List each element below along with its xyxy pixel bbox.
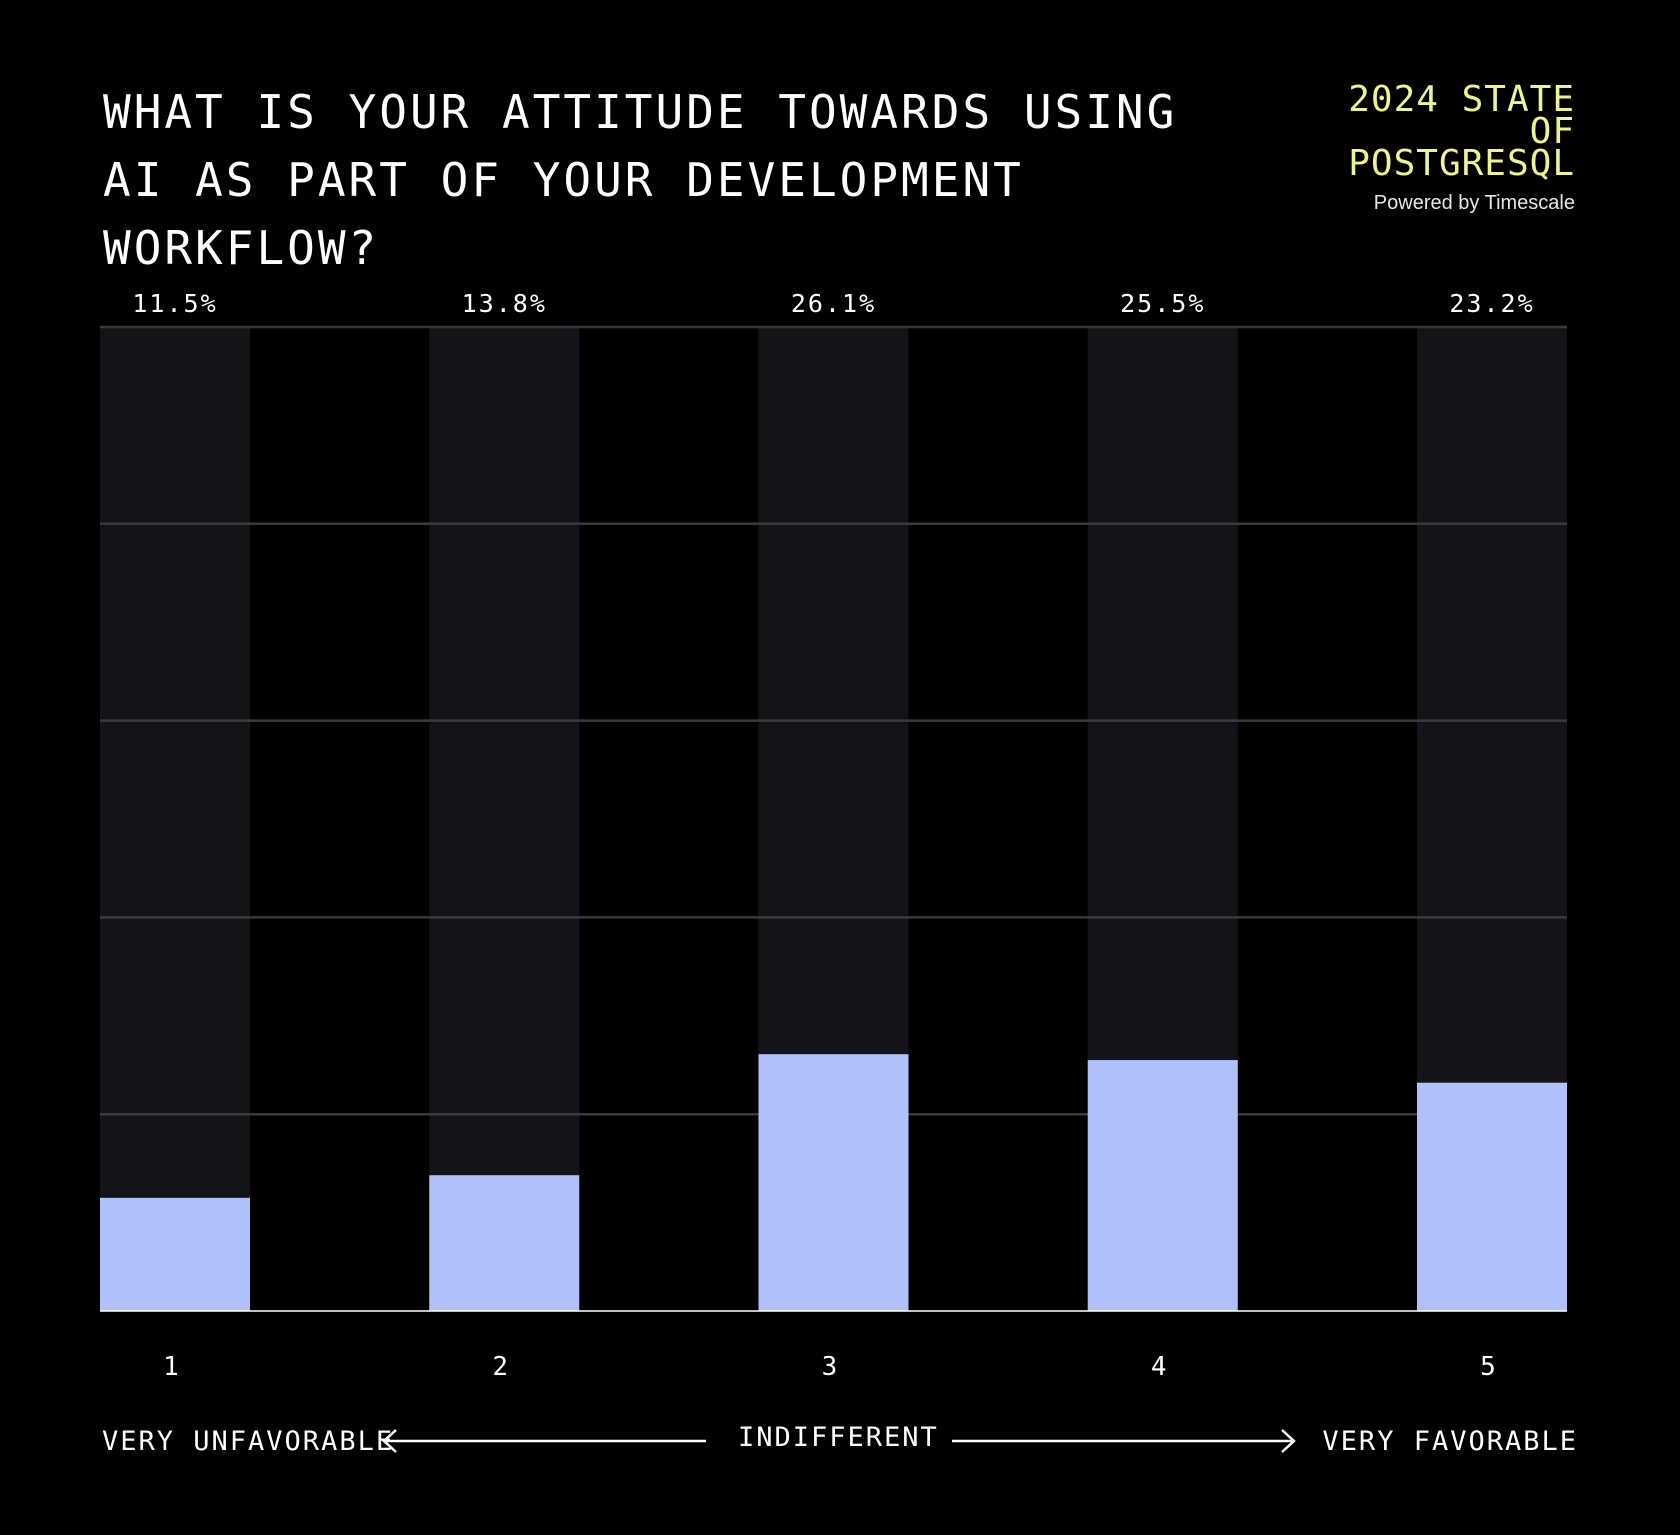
bar-track-1 [100, 327, 250, 1311]
chart-title: WHAT IS YOUR ATTITUDE TOWARDS USING AI A… [103, 85, 1178, 275]
bar-1 [100, 1197, 250, 1311]
bar-4 [1087, 1060, 1238, 1311]
value-label-2: 13.8% [462, 289, 547, 318]
value-label-5: 23.2% [1449, 289, 1534, 318]
attitude-scale: VERY UNFAVORABLE INDIFFERENT VERY FAVORA… [102, 1420, 1578, 1460]
value-label-1: 11.5% [132, 289, 217, 318]
bar-3 [758, 1054, 909, 1311]
bar-track-2 [429, 327, 580, 1311]
value-label-4: 25.5% [1120, 289, 1205, 318]
bar-2 [429, 1175, 580, 1311]
scale-left-label: VERY UNFAVORABLE [102, 1426, 395, 1457]
arrow-right-icon [952, 1429, 1296, 1453]
brand-block: 2024 STATE OF POSTGRESQL Powered by Time… [1285, 79, 1575, 215]
value-label-3: 26.1% [791, 289, 876, 318]
x-tick-label-4: 4 [1151, 1352, 1167, 1382]
x-tick-label-5: 5 [1480, 1352, 1496, 1382]
brand-subtitle: Powered by Timescale [1373, 192, 1575, 214]
bar-5 [1417, 1082, 1567, 1311]
scale-mid-label: INDIFFERENT [738, 1422, 939, 1453]
x-tick-label-3: 3 [822, 1352, 838, 1382]
x-tick-label-2: 2 [492, 1352, 508, 1382]
arrow-left-icon [382, 1429, 706, 1453]
scale-right-label: VERY FAVORABLE [1322, 1426, 1578, 1457]
brand-title: 2024 STATE OF POSTGRESQL [1348, 79, 1575, 184]
x-tick-label-1: 1 [163, 1352, 179, 1382]
